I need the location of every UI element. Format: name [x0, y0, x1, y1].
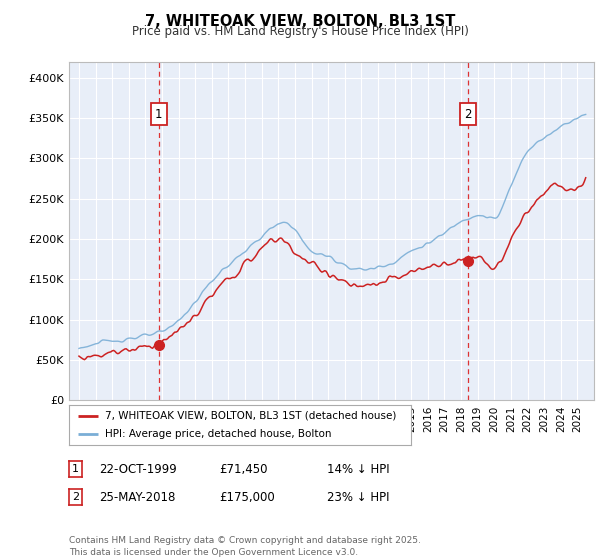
Text: 1: 1 — [72, 464, 79, 474]
Text: 7, WHITEOAK VIEW, BOLTON, BL3 1ST (detached house): 7, WHITEOAK VIEW, BOLTON, BL3 1ST (detac… — [105, 411, 396, 421]
Text: 2: 2 — [72, 492, 79, 502]
Text: 2: 2 — [464, 108, 472, 120]
Text: 23% ↓ HPI: 23% ↓ HPI — [327, 491, 389, 504]
Text: £71,450: £71,450 — [219, 463, 268, 476]
Text: Price paid vs. HM Land Registry's House Price Index (HPI): Price paid vs. HM Land Registry's House … — [131, 25, 469, 38]
Text: 7, WHITEOAK VIEW, BOLTON, BL3 1ST: 7, WHITEOAK VIEW, BOLTON, BL3 1ST — [145, 14, 455, 29]
Text: 25-MAY-2018: 25-MAY-2018 — [99, 491, 175, 504]
Text: £175,000: £175,000 — [219, 491, 275, 504]
Text: 1: 1 — [155, 108, 163, 120]
Text: 22-OCT-1999: 22-OCT-1999 — [99, 463, 177, 476]
Text: 14% ↓ HPI: 14% ↓ HPI — [327, 463, 389, 476]
Text: Contains HM Land Registry data © Crown copyright and database right 2025.
This d: Contains HM Land Registry data © Crown c… — [69, 536, 421, 557]
Text: HPI: Average price, detached house, Bolton: HPI: Average price, detached house, Bolt… — [105, 430, 331, 439]
